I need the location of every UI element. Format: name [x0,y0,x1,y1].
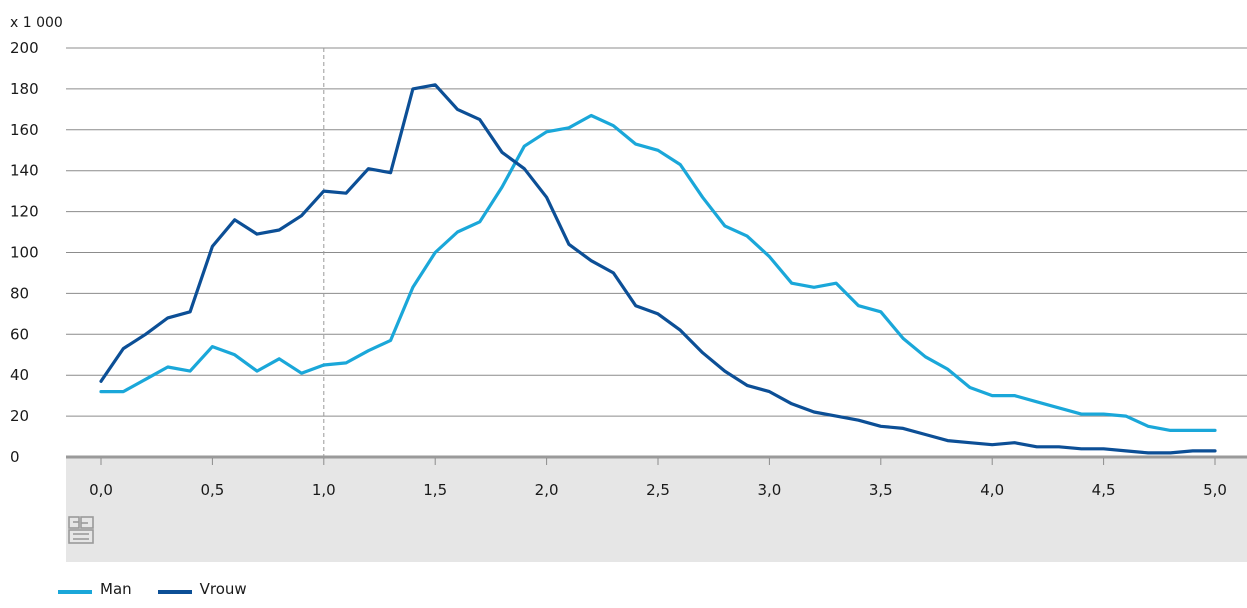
y-axis: 0 20 40 60 80 100 120 140 160 180 200 [10,39,39,466]
legend-label: Man [100,580,132,598]
legend: Man Vrouw [58,580,247,598]
x-tick-label: 4,5 [1092,481,1116,499]
series-line-man [99,113,1217,432]
x-tick-label: 0,5 [200,481,224,499]
legend-item-vrouw: Vrouw [157,580,247,598]
x-tick-label: 5,0 [1203,481,1227,499]
legend-label: Vrouw [199,580,247,598]
y-tick-label: 120 [10,203,39,221]
y-tick-label: 40 [10,366,29,384]
x-tick-label: 1,5 [423,481,447,499]
series-lines [99,83,1217,455]
y-tick-label: 100 [10,244,39,262]
x-tick-label: 4,0 [980,481,1004,499]
x-tick-label: 1,0 [312,481,336,499]
x-axis-band [66,458,1247,562]
y-tick-label: 20 [10,407,29,425]
y-axis-unit-label: x 1 000 [10,15,63,31]
series-line-vrouw [99,83,1217,455]
grid-lines [66,47,1247,459]
y-tick-label: 60 [10,325,29,343]
legend-swatch [58,590,92,594]
y-tick-label: 80 [10,284,29,302]
y-tick-label: 140 [10,162,39,180]
y-tick-label: 160 [10,121,39,139]
cbs-logo-icon [68,516,94,544]
x-axis: 0,0 0,5 1,0 1,5 2,0 2,5 3,0 3,5 4,0 4,5 5,0 [89,458,1227,499]
x-tick-label: 2,0 [535,481,559,499]
legend-swatch [157,590,192,594]
y-tick-label: 180 [10,80,39,98]
x-tick-label: 3,5 [869,481,893,499]
x-tick-label: 3,0 [757,481,781,499]
x-tick-label: 0,0 [89,481,113,499]
x-tick-label: 2,5 [646,481,670,499]
legend-item-man: Man [58,580,132,598]
y-tick-label: 0 [10,448,20,466]
y-tick-label: 200 [10,39,39,57]
